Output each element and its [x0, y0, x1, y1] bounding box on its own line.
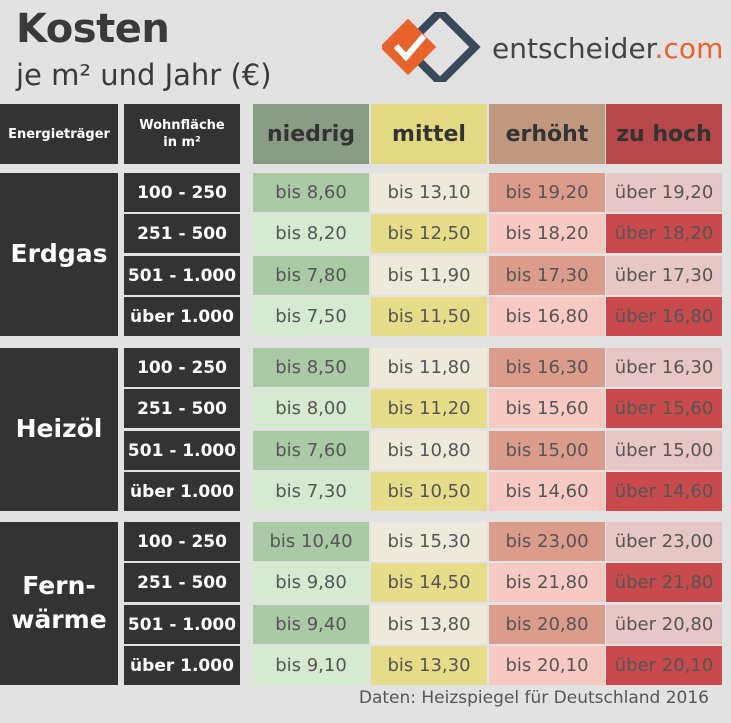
header-area: Wohnfläche in m²: [124, 104, 240, 164]
group-label-name-line1: Erdgas: [10, 239, 108, 269]
cost-cell: bis 15,60: [489, 389, 605, 428]
cost-cell: bis 8,60: [253, 173, 369, 212]
header-area-area-line2: in m²: [163, 135, 201, 150]
cost-cell: bis 14,60: [489, 472, 605, 511]
group-label-name-line1: Fern-: [22, 571, 96, 601]
header-col-3: zu hoch: [606, 104, 722, 164]
area-range: über 1.000: [124, 472, 240, 511]
cost-cell: über 19,20: [606, 173, 722, 212]
area-range: 100 - 250: [124, 348, 240, 387]
cost-cell: bis 9,80: [253, 563, 369, 602]
area-range: über 1.000: [124, 646, 240, 685]
cost-cell: über 15,60: [606, 389, 722, 428]
brand-name-text: entscheider: [492, 32, 655, 65]
area-range: 100 - 250: [124, 522, 240, 561]
cost-cell: bis 7,80: [253, 256, 369, 295]
area-range: 251 - 500: [124, 389, 240, 428]
header-energy: Energieträger: [0, 104, 118, 164]
cost-cell: bis 13,10: [371, 173, 487, 212]
cost-cell: bis 10,50: [371, 472, 487, 511]
header-col-2: erhöht: [489, 104, 605, 164]
cost-cell: bis 10,80: [371, 431, 487, 470]
brand-tld: .com: [654, 32, 724, 65]
cost-cell: bis 11,20: [371, 389, 487, 428]
cost-cell: über 21,80: [606, 563, 722, 602]
group-label-name-line2: wärme: [11, 605, 107, 635]
cost-cell: bis 16,80: [489, 297, 605, 336]
cost-cell: bis 21,80: [489, 563, 605, 602]
cost-cell: bis 19,20: [489, 173, 605, 212]
area-range: 251 - 500: [124, 563, 240, 602]
cost-cell: bis 7,30: [253, 472, 369, 511]
cost-cell: bis 15,00: [489, 431, 605, 470]
cost-cell: über 15,00: [606, 431, 722, 470]
cost-cell: bis 23,00: [489, 522, 605, 561]
cost-cell: bis 20,80: [489, 605, 605, 644]
header-col-0: niedrig: [253, 104, 369, 164]
area-range: 100 - 250: [124, 173, 240, 212]
area-range: 251 - 500: [124, 214, 240, 253]
cost-cell: bis 7,50: [253, 297, 369, 336]
area-range: 501 - 1.000: [124, 605, 240, 644]
cost-cell: über 16,30: [606, 348, 722, 387]
cost-cell: bis 9,10: [253, 646, 369, 685]
cost-cell: bis 18,20: [489, 214, 605, 253]
cost-cell: bis 8,00: [253, 389, 369, 428]
brand-name: entscheider.com: [492, 32, 723, 65]
cost-cell: bis 12,50: [371, 214, 487, 253]
cost-cell: über 20,10: [606, 646, 722, 685]
page-subtitle: je m² und Jahr (€): [16, 58, 272, 92]
header-area-area-line1: Wohnfläche: [139, 118, 225, 133]
cost-cell: bis 17,30: [489, 256, 605, 295]
cost-cell: bis 11,80: [371, 348, 487, 387]
entscheider-logo-icon: [382, 12, 481, 82]
cost-cell: über 18,20: [606, 214, 722, 253]
cost-cell: bis 11,90: [371, 256, 487, 295]
group-label: Erdgas: [0, 173, 118, 336]
cost-cell: bis 16,30: [489, 348, 605, 387]
area-range: über 1.000: [124, 297, 240, 336]
cost-cell: bis 20,10: [489, 646, 605, 685]
data-source: Daten: Heizspiegel für Deutschland 2016: [358, 688, 709, 708]
cost-cell: bis 8,20: [253, 214, 369, 253]
cost-cell: bis 14,50: [371, 563, 487, 602]
cost-cell: über 14,60: [606, 472, 722, 511]
cost-cell: bis 7,60: [253, 431, 369, 470]
cost-cell: bis 13,80: [371, 605, 487, 644]
cost-cell: über 16,80: [606, 297, 722, 336]
area-range: 501 - 1.000: [124, 256, 240, 295]
cost-cell: bis 9,40: [253, 605, 369, 644]
area-range: 501 - 1.000: [124, 431, 240, 470]
page-title: Kosten: [16, 6, 170, 52]
group-label-name-line1: Heizöl: [15, 414, 103, 444]
group-label: Heizöl: [0, 348, 118, 511]
cost-cell: bis 11,50: [371, 297, 487, 336]
cost-cell: bis 15,30: [371, 522, 487, 561]
cost-cell: über 17,30: [606, 256, 722, 295]
group-label: Fern-wärme: [0, 522, 118, 685]
header-col-1: mittel: [371, 104, 487, 164]
cost-cell: bis 8,50: [253, 348, 369, 387]
cost-cell: bis 13,30: [371, 646, 487, 685]
cost-cell: über 23,00: [606, 522, 722, 561]
cost-cell: bis 10,40: [253, 522, 369, 561]
cost-cell: über 20,80: [606, 605, 722, 644]
